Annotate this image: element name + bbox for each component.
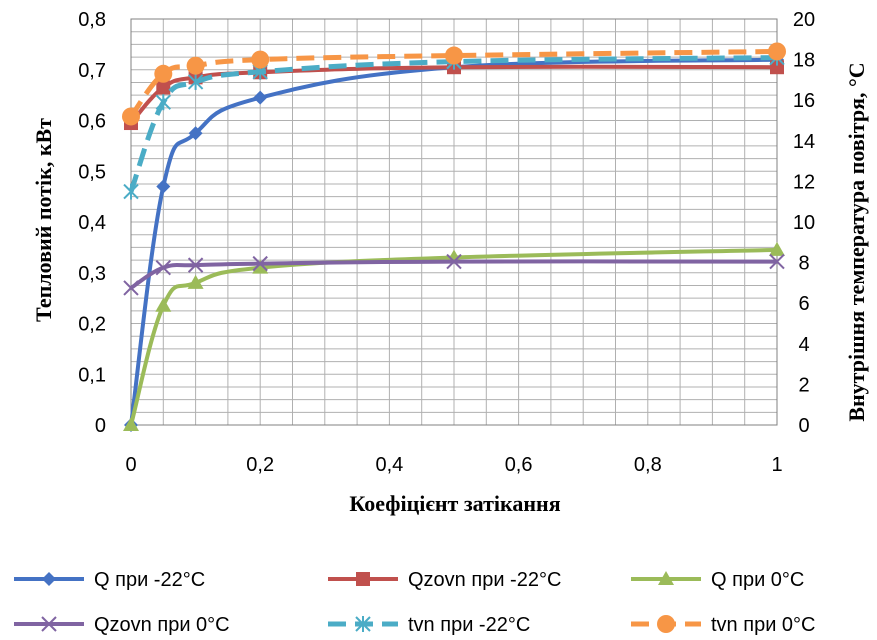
diamond-marker xyxy=(253,90,268,105)
x-marker xyxy=(252,255,268,272)
y2-tick-label: 16 xyxy=(793,90,815,112)
circle-marker xyxy=(768,42,786,61)
legend-label: Qzovn при 0°С xyxy=(94,614,230,636)
y-tick-label: 0,1 xyxy=(78,364,106,386)
tick-labels: 0 0,2 0,4 0,6 0,8 100,10,20,30,40,50,60,70,80… xyxy=(78,9,815,476)
x-marker xyxy=(446,253,462,270)
legend-item: Q при 0°С xyxy=(631,569,804,591)
x-tick-label: 1 xyxy=(771,454,782,476)
y-axis-title: Тепловий потік, кВт xyxy=(31,118,56,322)
legend-item: Q при -22°С xyxy=(14,569,205,591)
legend-label: tvn при 0°С xyxy=(711,614,815,636)
circle-marker xyxy=(445,46,463,65)
legend-item: Qzovn при 0°С xyxy=(14,614,230,636)
x-marker xyxy=(769,253,785,270)
y2-tick-label: 0 xyxy=(798,415,809,437)
triangle-marker xyxy=(252,259,269,274)
grid-lines xyxy=(130,18,778,426)
triangle-marker xyxy=(658,571,674,585)
star-marker xyxy=(355,616,371,632)
legend-label: Q при -22°С xyxy=(94,569,205,591)
star-marker xyxy=(155,94,172,111)
x-marker xyxy=(41,616,57,632)
x-marker-stroke xyxy=(252,255,268,272)
square-marker xyxy=(770,60,784,75)
y-tick-label: 0,5 xyxy=(78,161,106,183)
x-marker-stroke xyxy=(123,280,139,296)
series-tvn при 0°С xyxy=(122,42,786,126)
square-marker xyxy=(156,80,171,95)
y2-tick-label: 4 xyxy=(798,334,809,356)
legend: Q при -22°С Qzovn при -22°С Q при 0°С Qzovn… xyxy=(14,569,815,636)
legend-label: Qzovn при -22°С xyxy=(408,569,561,591)
y2-tick-label: 8 xyxy=(798,253,809,275)
y2-tick-label: 14 xyxy=(793,131,815,153)
y2-tick-label: 18 xyxy=(793,50,815,72)
diamond-marker xyxy=(188,126,203,141)
x-marker xyxy=(123,280,139,296)
legend-item: tvn при -22°С xyxy=(328,614,530,636)
triangle-marker xyxy=(187,274,204,289)
x-tick-label: 0 xyxy=(125,454,136,476)
x-marker xyxy=(187,257,204,273)
y-tick-label: 0,7 xyxy=(78,60,106,82)
x-marker-stroke xyxy=(41,616,57,632)
x-marker-stroke xyxy=(446,253,462,270)
circle-marker xyxy=(251,50,270,69)
series-Qzovn при 0°С xyxy=(123,253,785,296)
y-tick-label: 0,2 xyxy=(78,314,106,336)
x-tick-label: 0,2 xyxy=(246,454,274,476)
y2-tick-label: 10 xyxy=(793,212,815,234)
y-tick-label: 0,4 xyxy=(78,212,106,234)
circle-marker xyxy=(657,615,675,633)
x-tick-label: 0,6 xyxy=(505,454,533,476)
y2-axis-title: Внутрішня температура повітря, °С xyxy=(844,62,869,421)
y2-tick-label: 12 xyxy=(793,171,815,193)
star-marker xyxy=(123,183,139,200)
plot-border xyxy=(130,18,778,426)
y-tick-label: 0,8 xyxy=(78,9,106,31)
circle-marker xyxy=(186,56,205,75)
legend-item: tvn при 0°С xyxy=(631,614,815,636)
circle-marker xyxy=(154,64,173,83)
triangle-marker xyxy=(155,297,172,312)
x-tick-label: 0,8 xyxy=(634,454,662,476)
x-axis-title: Коефіцієнт затікання xyxy=(349,491,560,516)
triangle-marker xyxy=(123,417,139,431)
square-marker xyxy=(356,572,370,586)
y-tick-label: 0,6 xyxy=(78,111,106,133)
diamond-marker xyxy=(42,572,56,586)
legend-label: tvn при -22°С xyxy=(408,614,530,636)
y2-tick-label: 6 xyxy=(798,293,809,315)
series-layer xyxy=(122,42,786,432)
y-tick-label: 0 xyxy=(95,415,106,437)
x-marker xyxy=(155,259,172,276)
x-marker-stroke xyxy=(769,253,785,270)
y2-tick-label: 20 xyxy=(793,9,815,31)
y2-tick-label: 2 xyxy=(798,374,809,396)
x-marker-stroke xyxy=(187,257,204,273)
legend-label: Q при 0°С xyxy=(711,569,804,591)
axes xyxy=(130,18,778,426)
diamond-marker xyxy=(156,179,171,194)
circle-marker xyxy=(122,107,140,126)
triangle-marker xyxy=(769,241,785,256)
series-line xyxy=(129,57,778,426)
legend-item: Qzovn при -22°С xyxy=(328,569,561,591)
x-tick-label: 0,4 xyxy=(375,454,403,476)
x-marker-stroke xyxy=(155,259,172,276)
star-marker xyxy=(187,73,204,90)
y-tick-label: 0,3 xyxy=(78,263,106,285)
